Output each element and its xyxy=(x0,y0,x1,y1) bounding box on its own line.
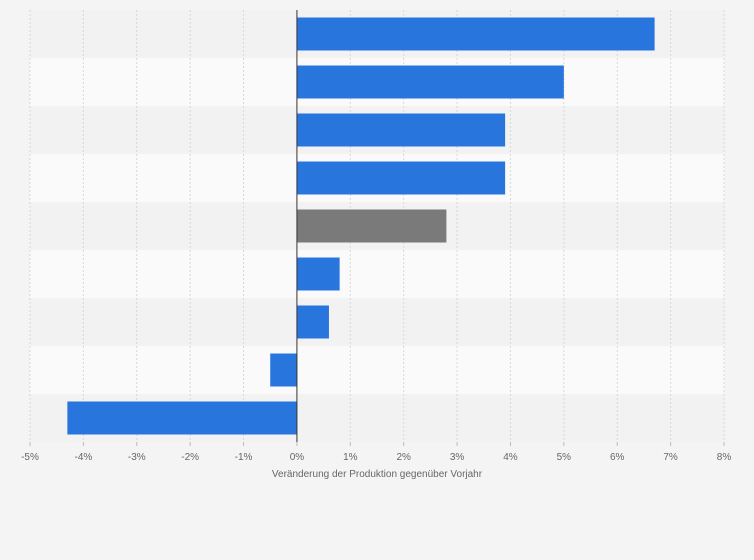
bar[interactable] xyxy=(296,161,506,195)
bar[interactable] xyxy=(296,113,506,147)
row-band xyxy=(30,250,724,298)
tick-label: 1% xyxy=(343,452,358,463)
bars xyxy=(67,17,655,435)
x-axis-ticks: -5% -4% -3% -2% -1% 0% 1% 2% 3% 4% 5% 6% 7% 8% xyxy=(21,442,731,463)
bar[interactable] xyxy=(296,305,329,339)
x-axis-title: Veränderung der Produktion gegenüber Vor… xyxy=(272,469,483,480)
bar[interactable] xyxy=(270,353,297,387)
row-band xyxy=(30,346,724,394)
bar[interactable] xyxy=(296,257,340,291)
tick-label: -1% xyxy=(235,452,253,463)
tick-label: 7% xyxy=(663,452,678,463)
tick-label: -4% xyxy=(74,452,92,463)
bar[interactable] xyxy=(296,65,564,99)
bar[interactable] xyxy=(296,209,447,243)
tick-label: 2% xyxy=(396,452,411,463)
row-band xyxy=(30,298,724,346)
bar[interactable] xyxy=(67,401,297,435)
tick-label: 3% xyxy=(450,452,465,463)
tick-label: 5% xyxy=(557,452,572,463)
tick-label: 0% xyxy=(290,452,305,463)
bar[interactable] xyxy=(296,17,655,51)
tick-label: -3% xyxy=(128,452,146,463)
tick-label: -2% xyxy=(181,452,199,463)
tick-label: -5% xyxy=(21,452,39,463)
tick-label: 4% xyxy=(503,452,518,463)
tick-label: 6% xyxy=(610,452,625,463)
tick-label: 8% xyxy=(717,452,732,463)
